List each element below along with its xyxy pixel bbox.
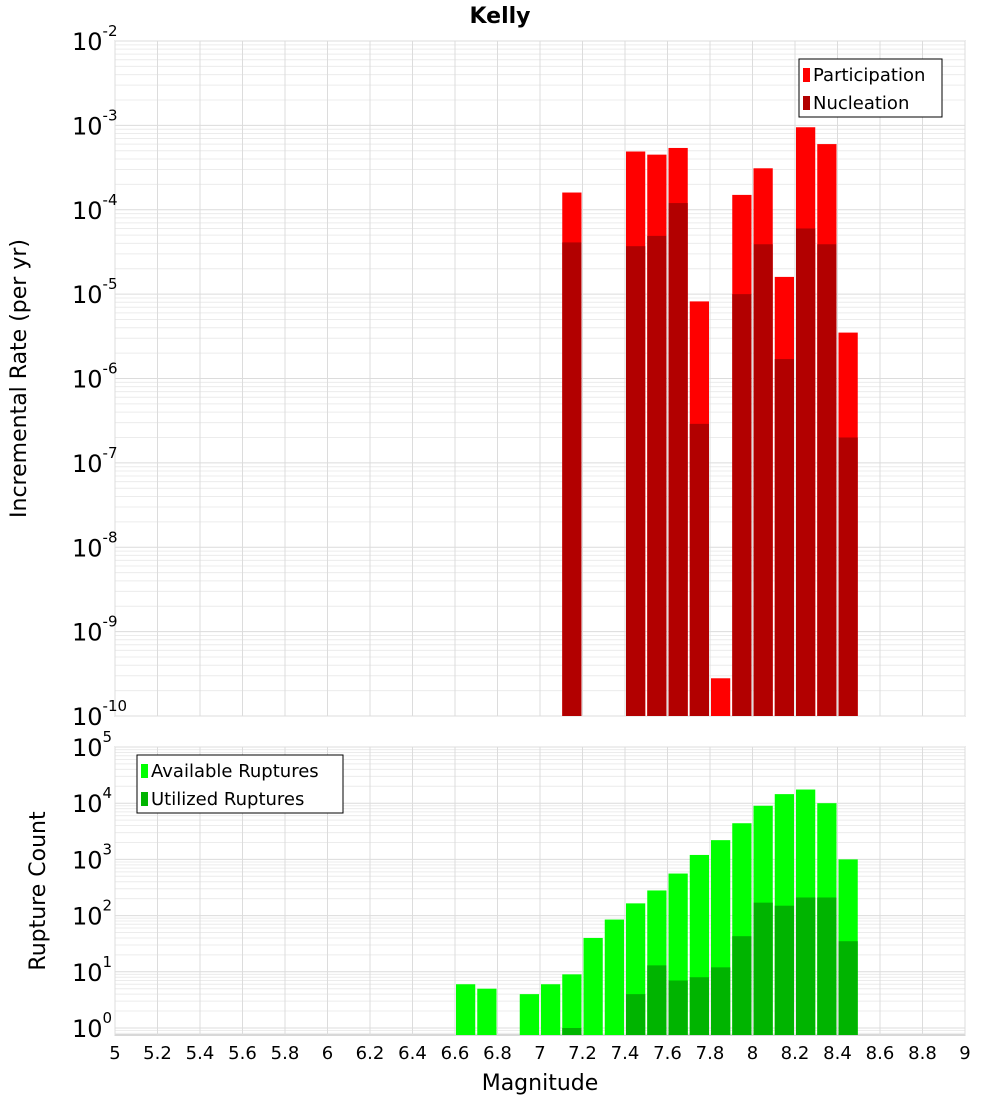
bar-utilized-ruptures [796, 897, 816, 1035]
y-tick-label: 10-2 [72, 22, 118, 56]
x-tick-label: 7.4 [611, 1043, 640, 1064]
legend-swatch [141, 792, 148, 806]
x-tick-label: 5.8 [271, 1043, 300, 1064]
x-axis: 5 5.2 5.4 5.6 5.8 6 6.2 6.4 6.6 6.8 7 7.2 7.4 7.6 7.8 8… [109, 1043, 970, 1064]
bar-available-ruptures [562, 974, 582, 1035]
bar-available-ruptures [583, 937, 603, 1035]
count-bars [456, 789, 858, 1035]
x-tick-label: 8.4 [823, 1043, 852, 1064]
bar-utilized-ruptures [753, 902, 773, 1035]
bar-utilized-ruptures [817, 897, 837, 1035]
bar-available-ruptures [604, 919, 624, 1035]
bar-participation [711, 678, 731, 716]
bar-nucleation [753, 244, 773, 717]
rate-y-ticks: 10-10 10-9 10-8 10-7 10-6 10-5 10-4 10-3 10-2 [72, 22, 127, 731]
x-tick-label: 6.4 [398, 1043, 427, 1064]
bar-nucleation [732, 294, 752, 716]
x-tick-label: 8.8 [908, 1043, 937, 1064]
bar-nucleation [668, 203, 688, 716]
y-tick-label: 10-8 [72, 528, 118, 562]
x-tick-label: 6 [322, 1043, 333, 1064]
x-tick-label: 8 [747, 1043, 758, 1064]
legend-swatch [803, 68, 810, 82]
y-tick-label: 104 [72, 784, 112, 818]
bar-available-ruptures [456, 984, 476, 1035]
legend-label: Utilized Ruptures [151, 789, 304, 810]
x-tick-label: 5.2 [143, 1043, 172, 1064]
x-tick-label: 5.4 [186, 1043, 215, 1064]
y-tick-label: 10-3 [72, 106, 118, 140]
count-y-ticks: 100 101 102 103 104 105 [72, 728, 112, 1043]
y-tick-label: 10-10 [72, 697, 127, 731]
x-tick-label: 7.6 [653, 1043, 682, 1064]
bar-utilized-ruptures [647, 965, 667, 1035]
y-tick-label: 101 [72, 953, 112, 987]
bar-utilized-ruptures [711, 967, 731, 1035]
bar-nucleation [817, 244, 837, 717]
bar-nucleation [562, 242, 582, 716]
y-tick-label: 105 [72, 728, 112, 762]
top-panel: 10-10 10-9 10-8 10-7 10-6 10-5 10-4 10-3 10-2 Inc… [7, 22, 966, 731]
bar-utilized-ruptures [774, 905, 794, 1035]
y-tick-label: 100 [72, 1009, 112, 1043]
y-tick-label: 10-9 [72, 613, 118, 647]
bottom-panel: 100 101 102 103 104 105 Rupture Count Available… [26, 728, 966, 1043]
rate-y-axis-label: Incremental Rate (per yr) [7, 239, 32, 518]
x-tick-label: 6.8 [483, 1043, 512, 1064]
count-legend: Available Ruptures Utilized Ruptures [136, 754, 344, 814]
legend-box [798, 58, 943, 118]
y-tick-label: 10-6 [72, 360, 118, 394]
legend-label: Participation [813, 65, 925, 86]
legend-swatch [141, 764, 148, 778]
bar-utilized-ruptures [732, 936, 752, 1035]
legend-label: Available Ruptures [151, 761, 319, 782]
bar-nucleation [689, 423, 709, 716]
bar-available-ruptures [541, 984, 561, 1035]
rate-grid [114, 40, 966, 717]
count-y-axis-label: Rupture Count [26, 811, 51, 971]
x-tick-label: 7 [534, 1043, 545, 1064]
bar-utilized-ruptures [668, 980, 688, 1035]
x-tick-label: 6.6 [441, 1043, 470, 1064]
x-tick-label: 6.2 [356, 1043, 385, 1064]
legend-label: Nucleation [813, 93, 909, 114]
bar-utilized-ruptures [626, 994, 646, 1035]
y-tick-label: 103 [72, 840, 112, 874]
bar-utilized-ruptures [689, 977, 709, 1035]
legend-box [136, 754, 344, 814]
chart-title: Kelly [469, 4, 530, 29]
rate-legend: Participation Nucleation [798, 58, 943, 118]
bar-nucleation [774, 359, 794, 716]
x-tick-label: 8.2 [781, 1043, 810, 1064]
y-tick-label: 102 [72, 897, 112, 931]
legend-swatch [803, 96, 810, 110]
bar-available-ruptures [477, 988, 497, 1035]
bar-nucleation [626, 246, 646, 716]
bar-utilized-ruptures [838, 941, 858, 1035]
y-tick-label: 10-5 [72, 275, 118, 309]
rate-bars [562, 127, 858, 717]
bar-nucleation [838, 437, 858, 716]
x-tick-label: 9 [959, 1043, 970, 1064]
y-tick-label: 10-7 [72, 444, 118, 478]
bar-utilized-ruptures [562, 1027, 582, 1035]
x-tick-label: 5 [109, 1043, 120, 1064]
bar-nucleation [647, 235, 667, 716]
x-tick-label: 5.6 [228, 1043, 257, 1064]
y-tick-label: 10-4 [72, 191, 118, 225]
x-axis-label: Magnitude [482, 1071, 599, 1096]
bar-nucleation [796, 228, 816, 716]
bar-available-ruptures [519, 994, 539, 1035]
x-tick-label: 8.6 [866, 1043, 895, 1064]
x-tick-label: 7.8 [696, 1043, 725, 1064]
x-tick-label: 7.2 [568, 1043, 597, 1064]
